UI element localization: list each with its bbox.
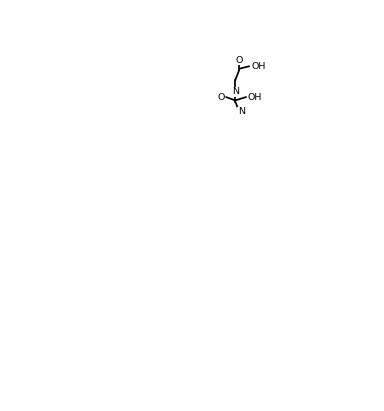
Text: N: N [238, 107, 245, 116]
Text: OH: OH [252, 62, 266, 71]
Text: OH: OH [248, 92, 262, 102]
Text: N: N [232, 87, 239, 96]
Text: O: O [235, 55, 243, 65]
Text: O: O [217, 92, 225, 102]
